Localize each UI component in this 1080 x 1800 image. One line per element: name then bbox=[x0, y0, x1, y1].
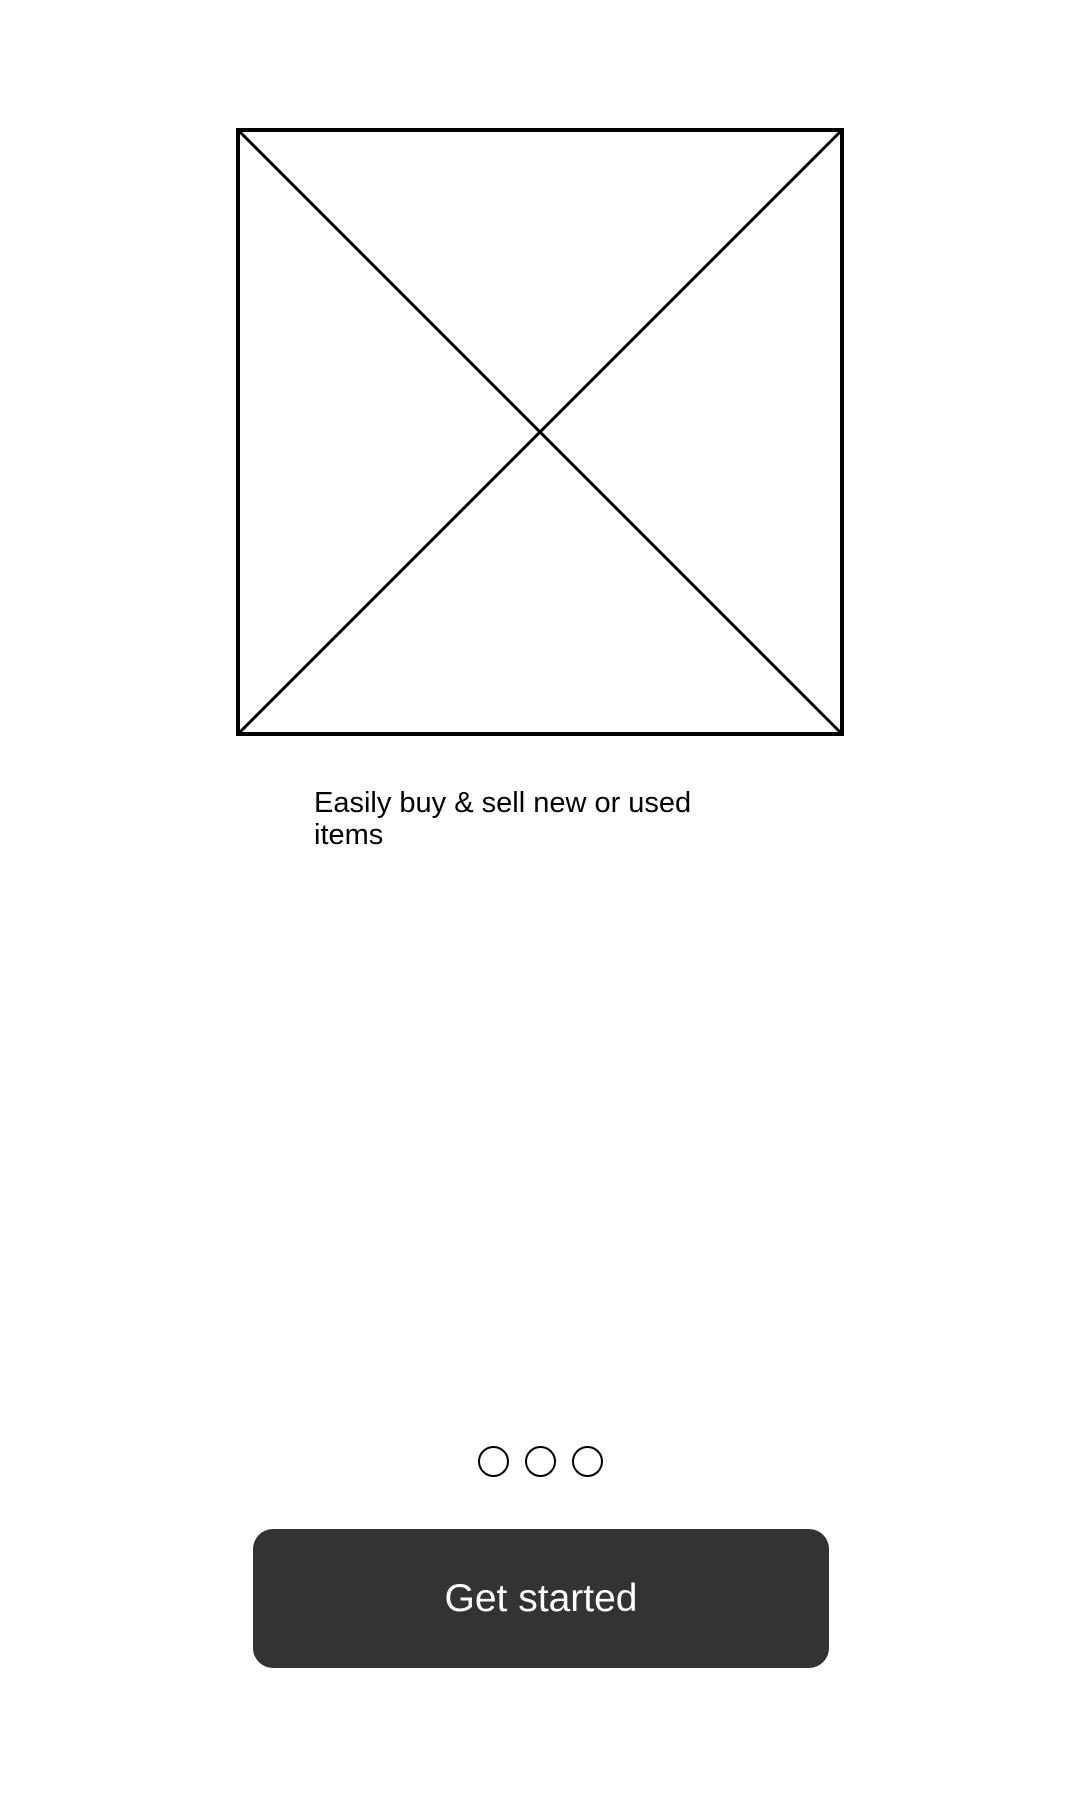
get-started-button[interactable]: Get started bbox=[253, 1529, 829, 1668]
page-indicator bbox=[478, 1446, 603, 1477]
onboarding-tagline: Easily buy & sell new or used items bbox=[314, 787, 692, 851]
page-dot-2[interactable] bbox=[525, 1446, 556, 1477]
image-placeholder-icon bbox=[236, 128, 844, 736]
page-dot-3[interactable] bbox=[572, 1446, 603, 1477]
page-dot-1[interactable] bbox=[478, 1446, 509, 1477]
